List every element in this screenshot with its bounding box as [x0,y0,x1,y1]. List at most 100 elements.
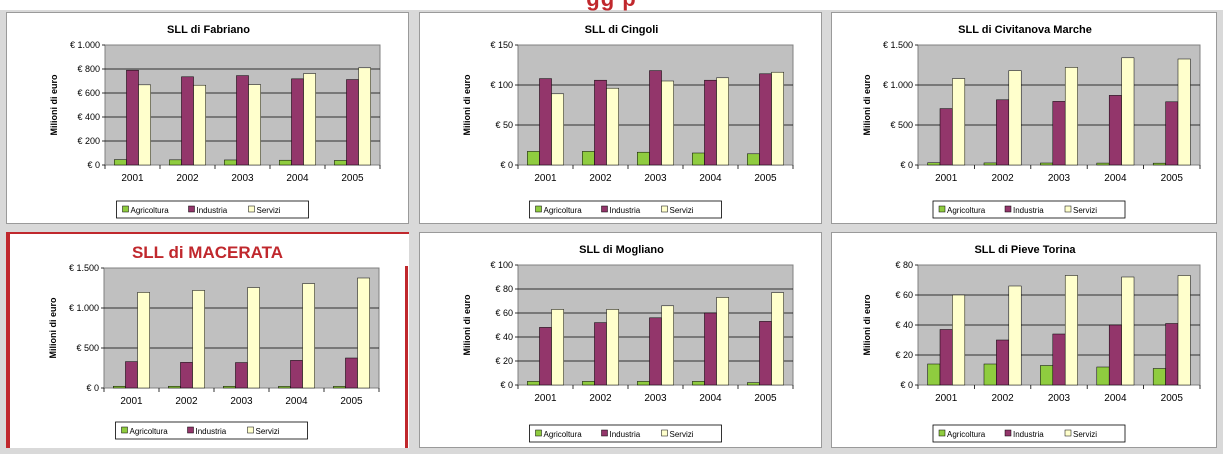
x-tick-label: 2001 [534,393,557,404]
bar-industria-2005 [345,357,358,389]
bar-agricoltura-2004 [1096,366,1110,386]
bar-agricoltura-2003 [224,159,237,166]
bar-agricoltura-2004 [1096,162,1110,166]
legend-box [529,200,722,219]
chart-panel-1: SLL di Fabriano Milioni di euro € 0 € 200 € … [6,12,409,224]
bar-agricoltura-2003 [223,386,236,389]
bar-servizi-2005 [771,292,784,386]
y-tick-label: € 60 [495,308,513,318]
bar-servizi-2004 [1121,276,1135,386]
y-tick-label: € 1.500 [883,40,913,50]
bar-agricoltura-2001 [527,151,540,166]
legend-box [932,424,1126,443]
x-tick-label: 2002 [991,173,1014,184]
y-tick-label: € 50 [495,120,513,130]
y-tick-label: € 40 [495,332,513,342]
bar-agricoltura-2001 [114,159,127,166]
bar-agricoltura-2003 [637,151,650,166]
x-tick-label: 2005 [341,173,364,184]
bar-industria-2003 [649,70,662,166]
y-tick-label: € 0 [500,160,513,170]
bar-agricoltura-2001 [527,381,540,386]
chart-title: SLL di Pieve Torina [974,244,1076,256]
chart-title: SLL di Cingoli [585,24,659,36]
bar-agricoltura-2005 [1152,368,1166,386]
bar-industria-2004 [1108,324,1122,386]
bar-agricoltura-2001 [927,363,941,386]
bar-industria-2005 [346,79,359,166]
bar-servizi-2005 [357,277,370,389]
bar-industria-2001 [939,108,953,166]
chart-panel-2: SLL di Cingoli Milioni di euro € 0 € 50 € 10… [419,12,822,224]
bar-agricoltura-2005 [747,382,760,386]
chart-title: SLL di Fabriano [167,24,250,36]
chart-svg: SLL di Fabriano Milioni di euro € 0 € 200 € … [49,24,381,219]
bar-industria-2005 [1165,323,1179,386]
y-tick-label: € 500 [890,120,913,130]
legend-label-industria: Industria [1013,206,1044,215]
bar-agricoltura-2002 [582,151,595,166]
legend-label-agricoltura: Agricoltura [131,206,170,215]
bar-agricoltura-2002 [983,162,997,166]
bar-servizi-2002 [606,87,619,166]
x-tick-label: 2004 [1104,393,1127,404]
x-tick-label: 2005 [754,393,777,404]
y-tick-label: € 1.000 [883,80,913,90]
x-tick-label: 2001 [121,173,144,184]
x-tick-label: 2001 [935,173,958,184]
bar-servizi-2005 [1177,275,1191,386]
y-tick-label: € 500 [76,343,99,353]
x-tick-label: 2003 [1048,393,1071,404]
legend-swatch-industria [601,205,608,213]
chart-svg: SLL di Pieve Torina Milioni di euro € 0 € 2… [862,244,1201,443]
y-tick-label: € 80 [895,260,913,270]
bar-servizi-2002 [193,84,206,166]
y-tick-label: € 0 [500,380,513,390]
legend-swatch-industria [1004,429,1012,437]
y-axis-label: Milioni di euro [462,74,472,135]
highlight-frame-left [6,232,10,448]
chart-title: SLL di Civitanova Marche [958,24,1092,36]
y-tick-label: € 20 [895,350,913,360]
bar-industria-2002 [996,339,1010,386]
bar-servizi-2003 [247,287,260,389]
legend-label-agricoltura: Agricoltura [544,430,583,439]
legend-swatch-servizi [248,205,255,213]
bar-servizi-2001 [551,309,564,386]
y-tick-label: € 800 [77,64,100,74]
bar-agricoltura-2005 [334,160,347,166]
legend-swatch-industria [1004,205,1012,213]
x-tick-label: 2005 [1161,393,1184,404]
y-tick-label: € 400 [77,112,100,122]
y-tick-label: € 200 [77,136,100,146]
bar-industria-2004 [1108,95,1122,166]
bar-industria-2002 [996,99,1010,166]
legend-swatch-servizi [661,205,668,213]
x-tick-label: 2002 [176,173,199,184]
x-tick-label: 2002 [175,396,198,407]
legend-swatch-industria [188,205,195,213]
bar-servizi-2001 [138,84,151,166]
x-tick-label: 2001 [935,393,958,404]
bar-industria-2004 [291,78,304,166]
bar-industria-2005 [1165,101,1179,166]
chart-panel-6: SLL di Pieve Torina Milioni di euro € 0 € 2… [831,232,1217,448]
bar-industria-2003 [1052,101,1066,166]
chart-svg: SLL di Civitanova Marche Milioni di euro €… [862,24,1201,219]
bar-servizi-2004 [302,283,315,389]
legend-swatch-servizi [1064,429,1072,437]
bar-servizi-2005 [771,71,784,166]
bar-agricoltura-2001 [113,385,126,389]
bar-industria-2003 [235,362,248,389]
y-axis-label: Milioni di euro [49,74,59,135]
bar-agricoltura-2005 [1152,162,1166,166]
legend-label-servizi: Servizi [670,206,694,215]
highlight-frame-right [405,266,408,448]
legend-label-industria: Industria [610,206,641,215]
bar-servizi-2003 [1064,275,1078,386]
bar-servizi-2005 [358,67,371,166]
bar-servizi-2003 [248,84,261,166]
legend-box [115,421,308,440]
y-tick-label: € 0 [87,160,100,170]
legend-label-industria: Industria [197,206,228,215]
